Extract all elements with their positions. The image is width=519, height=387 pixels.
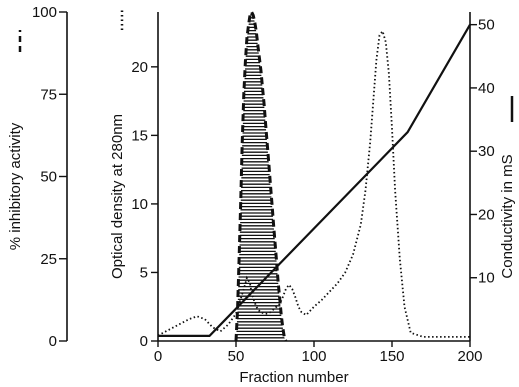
x-tick-label: 100 — [301, 348, 326, 365]
inhibitory-tick-label: 75 — [40, 86, 57, 103]
x-tick-label: 50 — [228, 348, 245, 365]
x-tick-label: 0 — [154, 348, 162, 365]
od-tick-label: 0 — [140, 333, 148, 350]
inhibitory-axis-title: % inhibitory activity — [7, 122, 24, 250]
od-tick-label: 15 — [131, 127, 148, 144]
conductivity-tick-label: 30 — [478, 143, 495, 160]
od-tick-label: 10 — [131, 196, 148, 213]
inhibitory-activity-line — [234, 8, 288, 342]
inhibitory-tick-label: 0 — [49, 333, 57, 350]
x-axis-title: Fraction number — [239, 369, 348, 386]
od-tick-label: 5 — [140, 264, 148, 281]
series-layer — [157, 8, 471, 342]
x-tick-label: 150 — [379, 348, 404, 365]
inhibitory-tick-label: 25 — [40, 251, 57, 268]
conductivity-tick-label: 20 — [478, 206, 495, 223]
inhibitory-tick-label: 100 — [32, 4, 57, 21]
label-layer: 0 25 50 75 100 0 5 10 15 20 10 20 30 40 50 0 50 100 150 200… — [7, 4, 516, 386]
conductivity-tick-label: 10 — [478, 270, 495, 287]
x-tick-label: 200 — [457, 348, 482, 365]
conductivity-tick-label: 40 — [478, 80, 495, 97]
od-axis-title: Optical density at 280nm — [109, 114, 126, 279]
axes-layer — [59, 11, 477, 347]
od-tick-label: 20 — [131, 59, 148, 76]
optical-density-line — [157, 29, 470, 338]
conductivity-line — [158, 24, 471, 337]
inhibitory-tick-label: 50 — [40, 169, 57, 186]
conductivity-axis-title: Conductivity in mS — [499, 154, 516, 278]
conductivity-tick-label: 50 — [478, 17, 495, 34]
